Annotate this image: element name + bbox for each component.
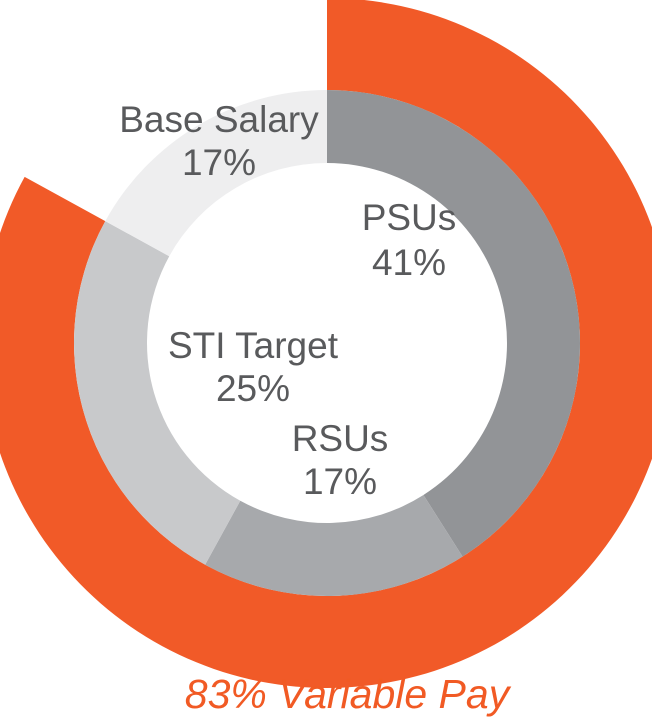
rsus-value: 17%	[303, 461, 377, 502]
base-salary-value: 17%	[182, 142, 256, 183]
slice-base-salary	[105, 90, 328, 257]
psus-value: 41%	[372, 242, 446, 283]
base-salary-label: Base Salary	[119, 99, 319, 140]
sti-target-label: STI Target	[168, 325, 339, 366]
slice-psus	[327, 90, 581, 557]
slice-rsus	[205, 494, 463, 596]
psus-label: PSUs	[362, 197, 457, 238]
variable-pay-footer: 83% Variable Pay	[185, 671, 512, 717]
rsus-label: RSUs	[292, 418, 389, 459]
donut-slices	[0, 0, 652, 688]
sti-target-value: 25%	[216, 368, 290, 409]
slice-sti-target	[74, 221, 241, 565]
